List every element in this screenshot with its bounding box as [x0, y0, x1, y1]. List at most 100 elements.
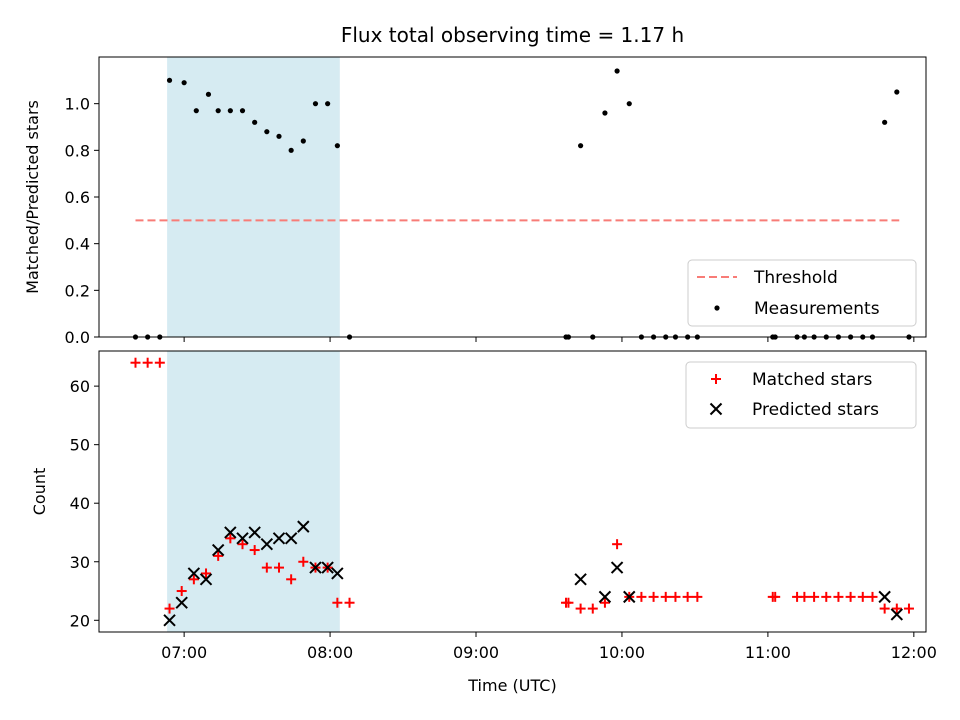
predicted-star-point — [284, 532, 298, 545]
measurement-point — [215, 108, 221, 114]
bottom-y-axis-label: Count — [30, 468, 49, 516]
matched-star-point — [809, 591, 820, 602]
bottom-shaded-span — [167, 351, 340, 632]
top-y-tick-label: 0.4 — [65, 235, 90, 254]
top-y-axis-label: Matched/Predicted stars — [23, 100, 42, 294]
measurement-point — [578, 143, 584, 149]
x-tick-label: 11:00 — [745, 643, 791, 662]
matched-star-point — [636, 591, 647, 602]
legend-predicted-label: Predicted stars — [752, 400, 879, 420]
measurement-point — [193, 108, 199, 114]
matched-star-point — [225, 533, 236, 544]
matched-star-point — [575, 603, 586, 614]
measurement-point — [252, 119, 258, 125]
measurement-point — [614, 68, 620, 74]
legend-matched-swatch — [711, 374, 721, 384]
measurement-point — [205, 91, 212, 97]
measurement-point — [276, 133, 282, 139]
x-tick-label: 07:00 — [161, 643, 207, 662]
matched-star-point — [261, 562, 272, 573]
bottom-y-tick-label: 40 — [70, 494, 90, 513]
predicted-star-point — [260, 537, 274, 551]
predicted-star-point — [236, 532, 249, 545]
matched-star-point — [587, 603, 598, 614]
measurement-point — [882, 119, 888, 125]
matched-star-point — [845, 591, 856, 602]
bottom-legend-box — [685, 361, 917, 429]
predicted-star-point — [199, 573, 213, 586]
bottom-axes-frame — [98, 350, 927, 633]
matched-star-point — [154, 357, 165, 368]
measurement-point — [300, 138, 306, 144]
measurement-point — [312, 101, 319, 107]
bottom-y-tick-label: 50 — [70, 436, 90, 455]
predicted-star-point — [890, 608, 904, 621]
matched-star-point — [770, 591, 781, 602]
bottom-y-tick-label: 30 — [70, 553, 90, 572]
matched-star-point — [273, 562, 284, 573]
bottom-legend: Matched stars Predicted stars — [685, 361, 917, 429]
matched-star-point — [286, 574, 297, 585]
chart-title: Flux total observing time = 1.17 h — [341, 23, 684, 47]
predicted-star-point — [331, 567, 344, 580]
top-y-tick-label: 0.0 — [65, 328, 90, 347]
matched-star-point — [188, 574, 199, 585]
measurement-point — [181, 80, 187, 86]
predicted-star-point — [878, 590, 891, 604]
matched-star-point — [213, 550, 224, 561]
bottom-y-tick-label: 60 — [70, 377, 90, 396]
matched-star-point — [682, 591, 693, 602]
predicted-star-point — [610, 561, 624, 574]
matched-star-point — [142, 357, 153, 368]
bottom-panel: 20 30 40 50 60 07:00 08:00 09:00 10:00 11:00 12:0… — [30, 350, 937, 695]
x-axis-label: Time (UTC) — [467, 676, 556, 695]
matched-star-point — [612, 539, 623, 550]
predicted-star-point — [574, 573, 587, 586]
measurement-point — [227, 108, 233, 114]
legend-measurements-swatch — [714, 305, 720, 311]
matched-star-point — [879, 603, 890, 614]
predicted-star-point — [272, 532, 286, 545]
matched-star-point — [599, 597, 610, 608]
matched-star-point — [660, 591, 671, 602]
top-shaded-span — [167, 57, 340, 337]
matched-star-point — [298, 556, 309, 567]
legend-predicted-swatch — [709, 402, 723, 416]
legend-measurements-label: Measurements — [754, 299, 880, 319]
predicted-star-point — [187, 567, 201, 580]
predicted-star-point — [598, 590, 612, 604]
predicted-star-point — [248, 526, 261, 539]
top-y-tick-label: 0.8 — [65, 141, 90, 160]
predicted-star-point — [309, 561, 322, 574]
matched-star-point — [821, 591, 832, 602]
matched-star-point — [799, 591, 810, 602]
x-tick-label: 10:00 — [599, 643, 645, 662]
predicted-star-point — [224, 526, 237, 539]
matched-star-point — [903, 603, 914, 614]
matched-star-point — [833, 591, 844, 602]
predicted-star-point — [321, 561, 334, 574]
predicted-star-point — [297, 520, 310, 533]
matched-star-point — [332, 597, 343, 608]
matched-star-point — [237, 539, 248, 550]
matched-star-point — [648, 591, 659, 602]
matched-star-point — [201, 568, 212, 579]
measurement-point — [288, 147, 294, 153]
top-legend-box — [687, 259, 917, 327]
matched-star-point — [249, 545, 260, 556]
predicted-star-point — [163, 614, 176, 627]
top-y-tick-label: 0.6 — [65, 188, 90, 207]
measurement-point — [894, 89, 900, 95]
predicted-star-point — [175, 596, 188, 609]
x-tick-label: 09:00 — [453, 643, 499, 662]
measurement-point — [602, 110, 608, 116]
measurement-point — [325, 101, 331, 107]
matched-star-point — [563, 597, 574, 608]
matched-star-point — [857, 591, 868, 602]
bottom-y-tick-label: 20 — [70, 611, 90, 630]
matched-star-point — [176, 586, 187, 597]
measurement-point — [166, 77, 173, 83]
predicted-star-point — [211, 543, 225, 557]
predicted-star-point — [623, 590, 636, 604]
